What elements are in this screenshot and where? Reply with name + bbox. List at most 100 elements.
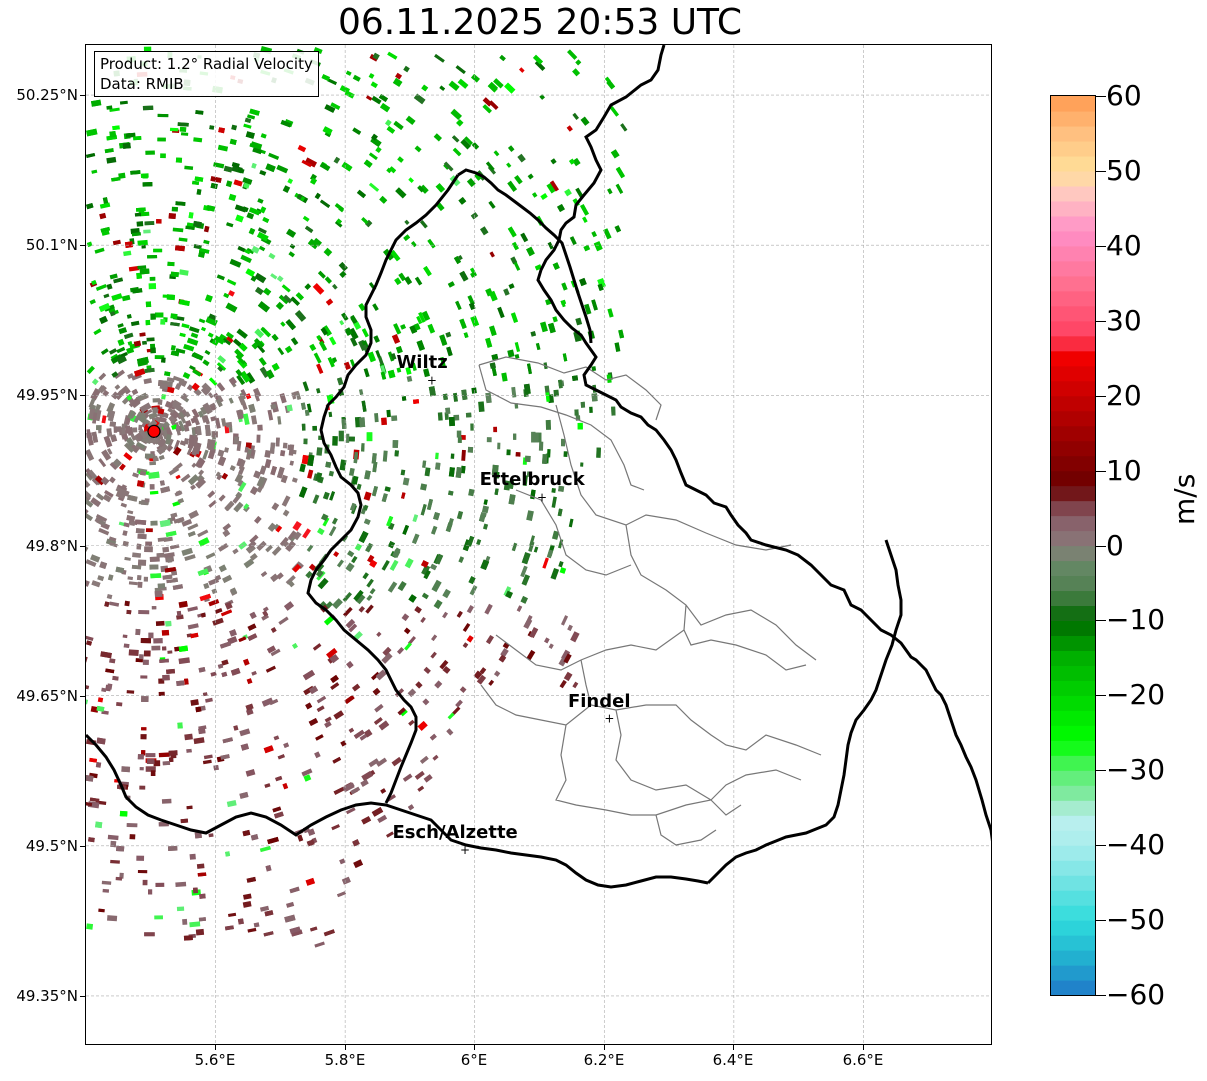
- radar-bin: [308, 685, 319, 695]
- radar-bin: [233, 179, 243, 187]
- radar-bin: [223, 165, 233, 173]
- radar-bin: [515, 452, 521, 457]
- radar-bin: [507, 145, 515, 152]
- radar-bin: [110, 435, 118, 443]
- radar-bin: [354, 543, 363, 552]
- radar-bin: [348, 327, 359, 340]
- radar-bin: [491, 353, 499, 361]
- radar-bin: [330, 102, 341, 110]
- radar-bin: [302, 528, 311, 539]
- lat-tick: [80, 95, 85, 96]
- radar-bin: [149, 484, 155, 490]
- radar-bin: [468, 488, 475, 497]
- lat-tick: [80, 846, 85, 847]
- radar-bin: [216, 274, 225, 281]
- radar-bin: [213, 335, 225, 345]
- radar-bin: [118, 327, 128, 335]
- city-label: Findel: [567, 690, 631, 712]
- radar-bin: [184, 554, 196, 562]
- radar-bin: [179, 269, 189, 276]
- lat-tick: [80, 546, 85, 547]
- radar-bin: [246, 247, 255, 255]
- radar-bin: [245, 708, 254, 716]
- radar-bin: [142, 879, 148, 886]
- radar-bin: [190, 332, 199, 339]
- radar-bin: [250, 415, 258, 425]
- radar-bin: [186, 805, 193, 810]
- radar-bin: [443, 161, 454, 172]
- radar-bin: [332, 598, 343, 609]
- radar-bin: [106, 283, 113, 290]
- radar-bin: [88, 837, 95, 843]
- radar-bin: [145, 541, 153, 547]
- radar-bin: [433, 133, 443, 142]
- radar-bin: [328, 470, 334, 477]
- radar-bin: [265, 665, 276, 673]
- radar-bin: [331, 517, 338, 525]
- radar-bin: [351, 556, 358, 564]
- radar-bin: [127, 340, 133, 346]
- radar-bin: [256, 485, 263, 493]
- radar-bin: [245, 131, 255, 139]
- radar-bin: [153, 638, 163, 644]
- radar-bin: [430, 563, 438, 571]
- radar-bin: [256, 434, 261, 443]
- radar-bin: [93, 328, 102, 335]
- radar-bin: [149, 276, 156, 281]
- radar-bin: [136, 356, 149, 365]
- radar-bin: [135, 528, 145, 534]
- colorbar-segment: [1051, 800, 1095, 816]
- radar-bin: [339, 858, 346, 865]
- radar-bin: [575, 59, 582, 66]
- radar-bin: [109, 461, 118, 471]
- radar-bin: [566, 125, 573, 132]
- radar-bin: [140, 675, 148, 679]
- radar-bin: [89, 757, 98, 763]
- radar-bin: [148, 412, 158, 420]
- radar-bin: [370, 81, 378, 89]
- radar-bin: [421, 564, 431, 576]
- radar-bin: [489, 290, 498, 302]
- lon-label: 6°E: [460, 1051, 488, 1069]
- radar-bin: [435, 183, 446, 193]
- colorbar: [1050, 95, 1096, 996]
- radar-bin: [458, 556, 465, 563]
- radar-bin: [132, 472, 139, 478]
- radar-bin: [348, 436, 355, 442]
- radar-bin: [485, 555, 491, 563]
- radar-bin: [247, 623, 257, 631]
- radar-bin: [158, 691, 165, 697]
- radar-bin: [138, 424, 143, 431]
- radar-bin: [332, 283, 338, 290]
- radar-bin: [159, 383, 168, 390]
- lat-label: 49.65°N: [16, 687, 78, 705]
- radar-bin: [144, 221, 155, 226]
- radar-bin: [229, 426, 233, 433]
- map-panel[interactable]: + + + + Product: 1.2° Radial Velocity Data:…: [85, 44, 992, 1045]
- radar-bin: [174, 245, 185, 252]
- radar-bin: [236, 409, 244, 420]
- radar-bin: [390, 250, 401, 262]
- colorbar-segment: [1051, 875, 1095, 891]
- radar-bin: [369, 559, 378, 568]
- radar-bin: [263, 931, 274, 937]
- radar-bin: [217, 449, 225, 457]
- radar-bin: [333, 156, 341, 164]
- radar-bin: [397, 580, 407, 592]
- radar-bin: [307, 469, 314, 479]
- radar-bin: [434, 53, 445, 63]
- radar-bin: [86, 923, 94, 930]
- radar-bin: [270, 465, 277, 476]
- colorbar-segment: [1051, 200, 1095, 217]
- radar-map[interactable]: ++++: [86, 45, 992, 1045]
- radar-bin: [361, 816, 372, 825]
- radar-bin: [230, 667, 241, 676]
- radar-bin: [466, 605, 474, 614]
- radar-bin: [423, 774, 433, 783]
- radar-bin: [533, 54, 543, 65]
- radar-bin: [246, 678, 253, 685]
- radar-bin: [111, 371, 119, 378]
- radar-bin: [563, 653, 572, 664]
- radar-bin: [365, 95, 373, 101]
- radar-bin: [285, 574, 296, 585]
